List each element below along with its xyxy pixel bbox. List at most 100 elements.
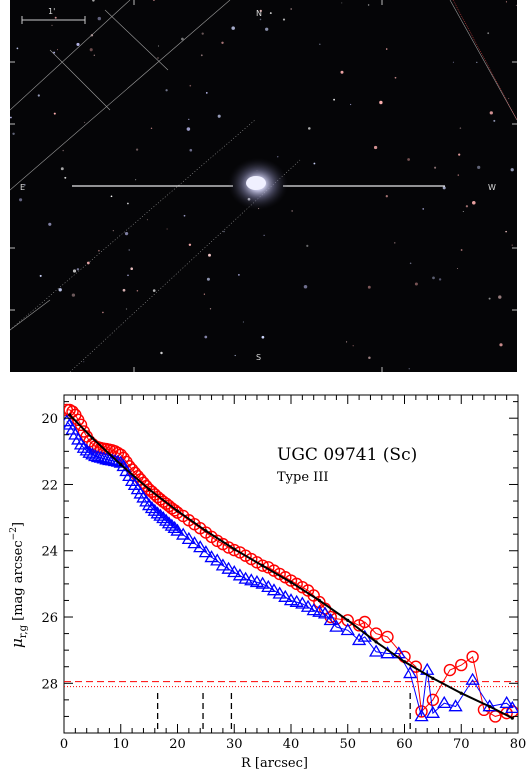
g-band-point xyxy=(323,613,338,626)
y-tick-label: 24 xyxy=(41,545,58,560)
star xyxy=(89,48,93,52)
fit-point xyxy=(68,413,72,417)
x-tick-label: 40 xyxy=(283,737,300,752)
star xyxy=(128,249,130,251)
limit-lines xyxy=(64,681,518,688)
star xyxy=(76,42,80,46)
star xyxy=(460,249,463,251)
star xyxy=(64,176,67,179)
star xyxy=(373,145,378,150)
star xyxy=(188,243,192,247)
y-axis-exponent: −2 xyxy=(9,527,19,540)
compass-east: E xyxy=(20,183,25,192)
r-band-point xyxy=(443,663,457,677)
r-band-point xyxy=(341,614,354,627)
g-band-point xyxy=(261,579,276,593)
star xyxy=(407,158,410,161)
x-tick-label: 80 xyxy=(510,737,527,752)
g-band-point xyxy=(193,540,208,553)
x-tick-label: 70 xyxy=(453,737,470,752)
star xyxy=(379,100,383,105)
star xyxy=(346,341,348,343)
star xyxy=(62,149,64,152)
fit-point xyxy=(261,564,265,568)
star xyxy=(341,2,343,4)
g-band-point xyxy=(368,644,384,657)
r-band-point xyxy=(222,541,235,554)
g-band-point xyxy=(187,536,202,549)
star xyxy=(333,98,335,101)
fit-point xyxy=(289,580,293,584)
g-band-point xyxy=(159,513,174,526)
star xyxy=(10,116,12,119)
star xyxy=(83,361,85,363)
g-band-point xyxy=(278,589,293,602)
y-axis-label: μr,g [mag arcsec−2] xyxy=(8,522,29,648)
star xyxy=(394,242,396,244)
g-band-point xyxy=(76,440,91,453)
star xyxy=(189,84,192,87)
star xyxy=(60,167,64,171)
r-band-point xyxy=(117,451,130,465)
star xyxy=(499,343,503,347)
star xyxy=(308,127,311,130)
star xyxy=(183,214,186,217)
r-band-point xyxy=(74,418,88,432)
g-band-point xyxy=(255,576,270,589)
chart-subtitle: Type III xyxy=(277,470,329,485)
r-band-point xyxy=(358,615,371,629)
compass-south: S xyxy=(256,353,261,362)
star xyxy=(157,45,160,47)
star xyxy=(124,231,129,236)
star xyxy=(146,219,148,221)
y-tick-label: 26 xyxy=(41,611,58,626)
g-band-point xyxy=(272,586,287,599)
star xyxy=(200,54,203,57)
star xyxy=(93,54,95,56)
star xyxy=(136,289,139,292)
star xyxy=(414,282,418,286)
y-axis-unit: [mag arcsec xyxy=(11,540,26,625)
x-tick-label: 20 xyxy=(169,737,186,752)
star xyxy=(349,103,352,106)
fit-point xyxy=(204,529,208,533)
star xyxy=(303,285,308,289)
star xyxy=(458,153,461,156)
y-axis-close: ] xyxy=(11,522,26,527)
star xyxy=(186,127,191,131)
star xyxy=(259,9,262,13)
tick-labels: 0 10 20 30 40 50 60 70 80 20 22 24 26 28 xyxy=(41,412,526,752)
r-band-point xyxy=(455,658,468,672)
y-tick-label: 28 xyxy=(41,677,58,692)
star xyxy=(261,335,265,339)
star xyxy=(340,70,344,74)
y-tick-label: 20 xyxy=(41,412,58,427)
fit-point xyxy=(346,618,350,622)
g-band-point xyxy=(425,705,441,718)
y-axis-symbol: μ xyxy=(8,638,26,648)
star xyxy=(510,168,514,172)
fit-point xyxy=(119,462,123,467)
star xyxy=(86,261,90,265)
star xyxy=(234,354,236,357)
star-field xyxy=(10,0,517,370)
star xyxy=(432,276,435,280)
star xyxy=(352,345,354,347)
star xyxy=(97,16,102,21)
g-band-point xyxy=(110,454,126,467)
coordinate-grid xyxy=(10,0,517,372)
g-band-point xyxy=(227,565,242,578)
r-band-point xyxy=(256,559,269,572)
r-band-point xyxy=(324,610,337,624)
star xyxy=(188,118,190,121)
star xyxy=(110,195,113,198)
r-band-point xyxy=(369,627,383,640)
r-band-point xyxy=(381,630,394,644)
r-band-point xyxy=(466,650,479,663)
g-band-point xyxy=(295,596,310,609)
star xyxy=(165,89,168,92)
star xyxy=(368,356,371,359)
g-band-point xyxy=(176,527,191,540)
star xyxy=(204,335,208,339)
axis-ticks xyxy=(63,395,519,734)
